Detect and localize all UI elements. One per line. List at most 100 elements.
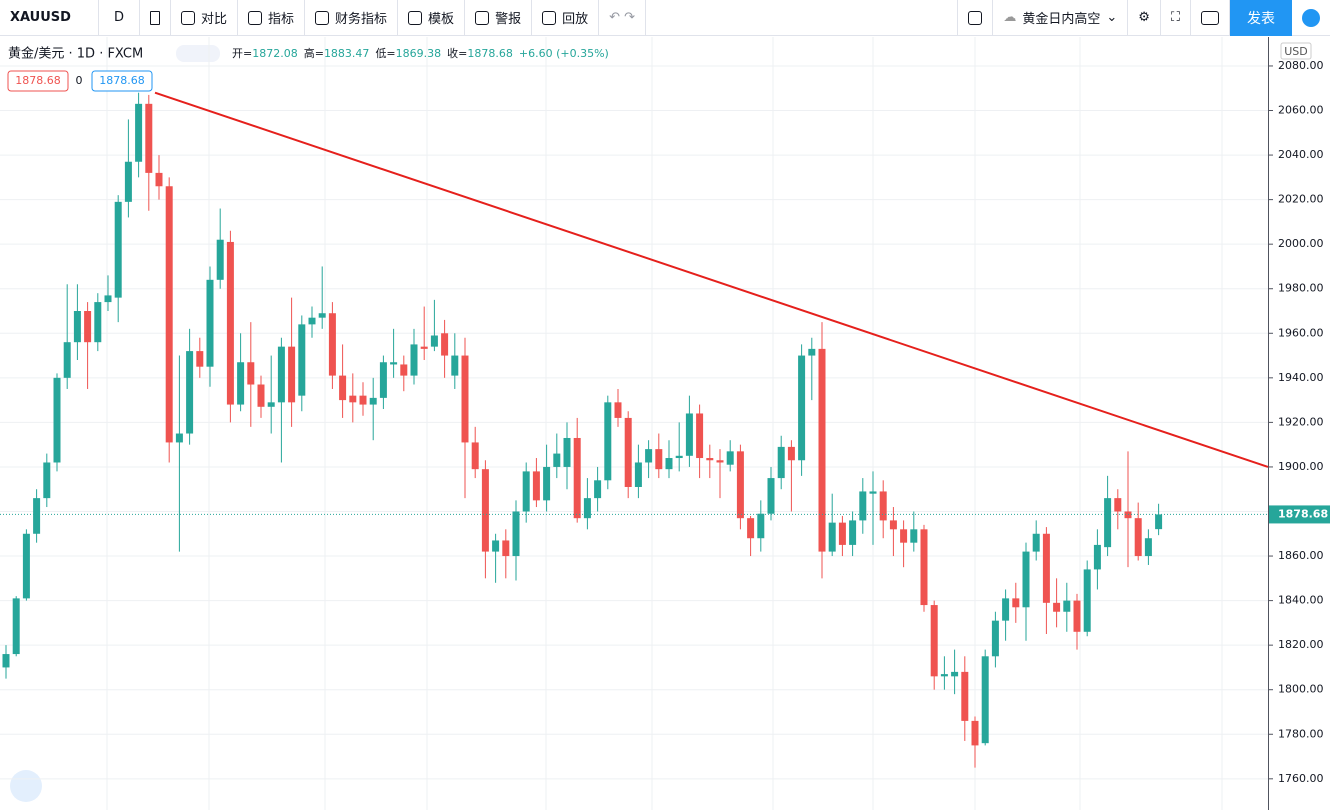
candle-body (930, 605, 938, 677)
candle-body (63, 342, 71, 378)
toolbar-item[interactable]: 回放 (532, 0, 600, 36)
badge (7, 70, 69, 92)
candle-body (1012, 598, 1020, 608)
y-tick-label: 1960.00 (1278, 326, 1324, 339)
y-tick-label: 2080.00 (1278, 59, 1324, 72)
candle-body (951, 671, 959, 677)
candle-body (349, 395, 357, 403)
candle-body (267, 402, 275, 407)
candle-body (889, 520, 897, 530)
candle-body (522, 471, 530, 512)
candle-body (1022, 551, 1030, 608)
candle-body (991, 620, 999, 657)
icon (542, 10, 557, 25)
candle-body (604, 402, 612, 481)
fullscreen[interactable]: ⛶ (1161, 0, 1191, 36)
legend-toggle[interactable] (176, 45, 220, 62)
candle-body (186, 351, 194, 434)
candle-body (1063, 600, 1071, 612)
candle-body (277, 346, 285, 403)
candle-body (685, 413, 693, 456)
symbol[interactable]: XAUUSD (0, 0, 99, 36)
candle-body (798, 355, 806, 461)
candle-body (553, 453, 561, 467)
candle-body (135, 103, 143, 162)
play[interactable] (1292, 0, 1330, 36)
candle-body (390, 362, 398, 365)
candle-body (94, 302, 102, 343)
toolbar-item[interactable]: 指标 (238, 0, 306, 36)
candle-body (1093, 544, 1101, 570)
candle-body (563, 437, 571, 467)
toolbar-item-label: 财务指标 (335, 12, 388, 27)
candle-body (492, 540, 500, 552)
ohlc-label: 高= (304, 46, 324, 60)
settings[interactable]: ⚙ (1128, 0, 1161, 36)
candle-body (451, 355, 459, 376)
snapshot[interactable] (1191, 0, 1230, 36)
y-tick-label: 2000.00 (1278, 237, 1324, 250)
candle-body (104, 295, 112, 303)
ohlc-label: 开= (232, 47, 252, 60)
candle-body (859, 491, 867, 521)
candle-body (114, 201, 122, 298)
toolbar-item[interactable]: 警报 (465, 0, 533, 36)
y-tick-label: 1840.00 (1278, 594, 1324, 607)
candle-body (145, 103, 153, 173)
candle-body (583, 498, 591, 519)
candle-body (318, 313, 326, 318)
candle-body (675, 455, 683, 459)
last-price-label: 1878.68 (1278, 507, 1328, 520)
candle-body (359, 395, 367, 405)
candle-body (165, 186, 173, 443)
candle-body (614, 402, 622, 418)
y-tick-label: 1760.00 (1278, 772, 1324, 785)
candle-body (787, 446, 795, 461)
candle-body (298, 324, 306, 396)
ohlc-label: 低= (375, 47, 395, 60)
badge-text: 1878.68 (99, 74, 145, 87)
candle-body (1134, 518, 1142, 557)
candle-body (849, 520, 857, 545)
candle-body (767, 478, 775, 514)
candle-body (981, 656, 989, 744)
toolbar-item[interactable]: 对比 (171, 0, 239, 36)
candle-body (961, 671, 969, 721)
candle-body (430, 335, 438, 347)
candle-body (288, 346, 296, 403)
candle-body (196, 351, 204, 367)
badge-text: 1878.68 (15, 74, 61, 87)
publish-button[interactable]: 发表 (1230, 0, 1292, 36)
candle-body (900, 529, 908, 543)
candle-body (420, 346, 428, 349)
ohlc-value: 1872.08 (252, 47, 298, 60)
candle-body (879, 491, 887, 521)
candle-body (655, 449, 663, 470)
layout-name-text: 黄金日内高空 (1022, 12, 1101, 27)
candle-body (461, 355, 469, 443)
toolbar-item[interactable]: 财务指标 (305, 0, 399, 36)
candle-body (736, 451, 744, 519)
candle-body (33, 498, 41, 534)
candle-body (634, 462, 642, 487)
interval[interactable]: D (99, 0, 140, 36)
candle-body (1144, 538, 1152, 557)
layout-button[interactable] (957, 0, 994, 36)
candle-body (2, 654, 10, 668)
undo[interactable]: ↶ ↷ (599, 0, 647, 36)
toolbar-item[interactable]: 模板 (398, 0, 466, 36)
candle-body (339, 375, 347, 401)
last-price-box (1269, 505, 1330, 524)
icon (248, 10, 263, 25)
candle-body (216, 239, 224, 280)
toolbar-item-label: 警报 (495, 12, 522, 27)
y-tick-label: 1920.00 (1278, 415, 1324, 428)
candle-body (645, 449, 653, 463)
candle-body (757, 513, 765, 539)
change: +6.60 (+0.35%) (519, 47, 609, 60)
chart-style[interactable] (140, 0, 171, 36)
toolbar-item-label: 模板 (428, 12, 455, 27)
y-tick-label: 1860.00 (1278, 549, 1324, 562)
layout-name[interactable]: ☁ 黄金日内高空 ⌄ (993, 0, 1129, 36)
y-tick-label: 1800.00 (1278, 683, 1324, 696)
